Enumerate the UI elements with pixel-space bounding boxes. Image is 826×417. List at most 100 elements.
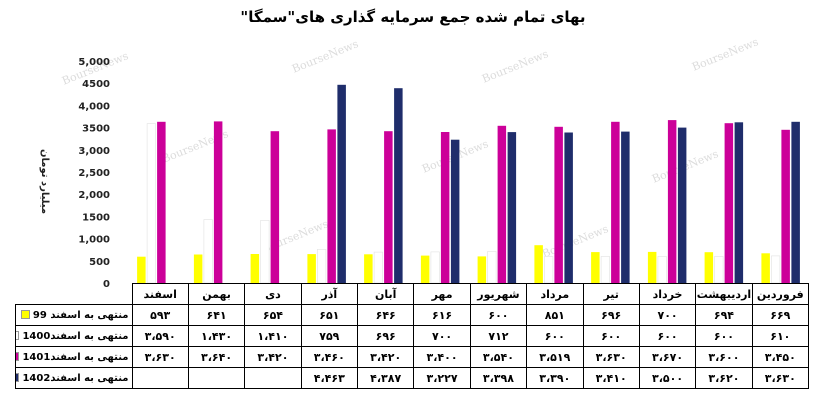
bar (714, 256, 724, 284)
data-label: ۶۴۶ (356, 304, 415, 326)
data-label: ۷۱۲ (469, 325, 528, 347)
category-label: مرداد (526, 283, 584, 305)
data-table: اسفند بهمن دی آذر آبان مهر شهریور مرداد تیر خرداد… (15, 283, 810, 389)
data-label: ۳،۵۱۹ (526, 346, 584, 368)
data-label: ۵۹۳ (131, 304, 189, 326)
bar (704, 252, 714, 283)
data-label: ۳،۴۰۰ (413, 346, 471, 368)
bar (781, 129, 790, 283)
bar (157, 121, 166, 283)
data-label: ۶۱۰ (751, 325, 810, 347)
data-label: ۳،۶۴۰ (187, 346, 246, 368)
series-name: منتهی به اسفند1401 (15, 346, 133, 368)
data-label: ۶۰۰ (526, 325, 584, 347)
data-label: ۶۹۴ (695, 304, 753, 326)
series-name: منتهی به اسفند 99 (15, 304, 133, 326)
y-tick-label: 4,000 (78, 101, 110, 112)
category-label: تیر (582, 283, 640, 305)
bar (554, 126, 563, 283)
bar (193, 254, 203, 283)
data-label: ۸۵۱ (526, 304, 584, 326)
data-label: ۳،۶۰۰ (695, 346, 753, 368)
bar (564, 132, 573, 283)
data-label: ۳،۶۳۰ (131, 346, 189, 368)
bar (477, 256, 487, 283)
y-tick-label: 4500 (82, 79, 110, 90)
bar (440, 132, 450, 283)
bar (450, 139, 460, 283)
legend-key (16, 331, 20, 340)
bar (591, 252, 600, 283)
bar (250, 254, 260, 283)
series-name-text: منتهی به اسفند1400 (22, 330, 129, 342)
bar (394, 88, 403, 283)
bar (373, 251, 383, 284)
data-label: ۳،۴۲۰ (244, 346, 302, 368)
data-label: ۳،۶۳۰ (751, 367, 810, 389)
data-label: ۶۰۰ (469, 304, 528, 326)
category-label: شهریور (469, 283, 528, 305)
bar (621, 131, 630, 283)
category-label: خرداد (638, 283, 697, 305)
table-corner (15, 283, 133, 305)
category-label: دی (244, 283, 302, 305)
category-label: مهر (413, 283, 471, 305)
y-tick-label: 500 (89, 257, 110, 268)
table-header-row: اسفند بهمن دی آذر آبان مهر شهریور مرداد تیر خرداد… (15, 283, 810, 305)
data-label: ۶۴۱ (187, 304, 246, 326)
bar (761, 253, 770, 283)
data-label: ۳،۶۲۰ (695, 367, 753, 389)
data-label: ۴،۳۸۷ (356, 367, 415, 389)
series-name-text: منتهی به اسفند1402 (22, 372, 129, 384)
bar (734, 122, 744, 283)
data-label: ۳،۴۶۰ (300, 346, 359, 368)
bar (611, 121, 620, 283)
table-row: منتهی به اسفند1400 ۳،۵۹۰ ۱،۴۳۰ ۱،۴۱۰ ۷۵۹ ۶۹۶ ۷… (15, 325, 810, 347)
chart-title: بهای تمام شده جمع سرمایه گذاری های"سمگا" (240, 8, 586, 26)
bar (317, 249, 327, 284)
bar (487, 251, 497, 284)
data-label: ۳،۳۹۸ (469, 367, 528, 389)
bar (213, 121, 223, 284)
data-label: ۳،۴۱۰ (582, 367, 640, 389)
data-label: ۳،۴۲۰ (356, 346, 415, 368)
data-label: ۱،۴۳۰ (187, 325, 246, 347)
bar (364, 254, 373, 283)
data-label: ۳،۲۲۷ (413, 367, 471, 389)
bar (600, 256, 610, 284)
y-tick-label: 3,000 (78, 146, 110, 157)
bar (420, 255, 430, 283)
data-label: ۴،۴۶۳ (300, 367, 359, 389)
data-label: ۶۵۴ (244, 304, 302, 326)
data-label: ۶۶۹ (751, 304, 810, 326)
series-name-text: منتهی به اسفند1401 (22, 351, 129, 363)
bar (260, 220, 270, 284)
bar (724, 123, 734, 283)
data-label: ۳،۴۵۰ (751, 346, 810, 368)
bar (791, 121, 800, 283)
bar (430, 251, 440, 284)
table-row: منتهی به اسفند1402 ۴،۴۶۳ ۴،۳۸۷ ۳،۲۲۷ ۳،۳۹۸ ۳،… (15, 367, 810, 389)
bar (270, 131, 280, 283)
data-label: ۳،۵۹۰ (131, 325, 189, 347)
data-label: ۷۵۹ (300, 325, 359, 347)
data-label: ۱،۴۱۰ (244, 325, 302, 347)
data-label: ۶۹۶ (582, 304, 640, 326)
data-label: ۶۰۰ (582, 325, 640, 347)
bar (146, 123, 156, 284)
y-tick-label: 5,000 (78, 57, 110, 68)
category-label: فروردین (751, 283, 810, 305)
bar (534, 245, 543, 283)
data-label: ۶۰۰ (695, 325, 753, 347)
category-label: اردیبهشت (695, 283, 753, 305)
bar (647, 251, 657, 283)
series-name-text: منتهی به اسفند 99 (32, 309, 129, 321)
legend-key (20, 310, 30, 319)
data-label: ۳،۳۹۰ (526, 367, 584, 389)
y-tick-label: 3500 (82, 124, 110, 135)
data-label: ۳،۵۰۰ (638, 367, 697, 389)
bar (497, 125, 507, 283)
table-row: منتهی به اسفند1401 ۳،۶۳۰ ۳،۶۴۰ ۳،۴۲۰ ۳،۴۶۰ ۳،… (15, 346, 810, 368)
legend-key (16, 352, 20, 361)
